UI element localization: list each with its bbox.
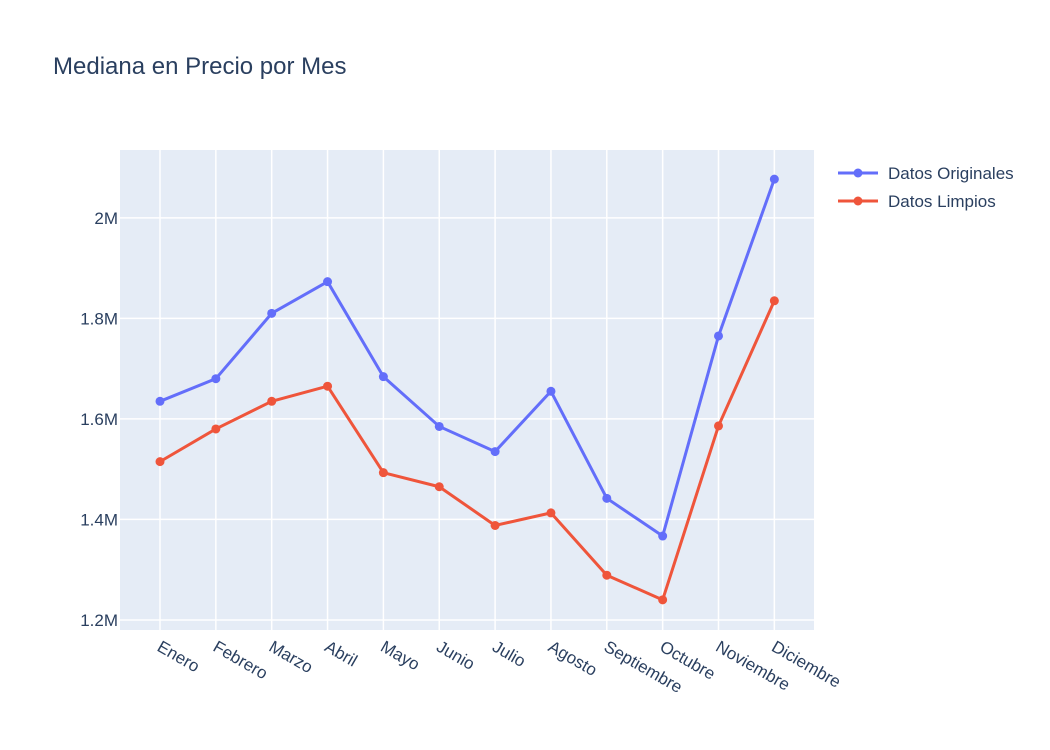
series-line — [159, 300, 776, 602]
data-point[interactable] — [323, 381, 333, 391]
series-line — [159, 178, 776, 538]
data-point[interactable] — [658, 531, 668, 541]
x-tick-label: Febrero — [210, 637, 271, 683]
x-tick-label: Julio — [489, 637, 529, 671]
x-tick-label: Junio — [433, 637, 478, 674]
data-point[interactable] — [490, 447, 500, 457]
series-datos-limpios — [155, 296, 779, 605]
data-point[interactable] — [434, 482, 444, 492]
y-tick-label: 1.6M — [80, 410, 118, 429]
data-point[interactable] — [769, 296, 779, 306]
data-point[interactable] — [602, 493, 612, 503]
x-tick-label: Marzo — [266, 637, 316, 677]
legend-item[interactable]: Datos Limpios — [838, 192, 996, 211]
data-point[interactable] — [658, 595, 668, 605]
data-point[interactable] — [546, 508, 556, 518]
legend-swatch-marker — [853, 168, 863, 178]
data-point[interactable] — [378, 372, 388, 382]
data-point[interactable] — [323, 277, 333, 287]
data-point[interactable] — [267, 308, 277, 318]
data-point[interactable] — [714, 331, 723, 341]
legend[interactable]: Datos Originales Datos Limpios — [838, 164, 1014, 211]
data-point[interactable] — [546, 386, 556, 396]
x-tick-label: Agosto — [545, 637, 600, 680]
data-point[interactable] — [378, 468, 388, 478]
y-axis-tick-labels: 1.2M 1.4M 1.6M 1.8M 2M — [80, 209, 118, 630]
y-tick-label: 1.4M — [80, 510, 118, 529]
data-point[interactable] — [211, 374, 221, 384]
y-tick-label: 2M — [94, 209, 118, 228]
data-point[interactable] — [434, 421, 444, 431]
series-layer — [155, 174, 779, 605]
legend-label: Datos Originales — [888, 164, 1014, 183]
data-point[interactable] — [714, 421, 723, 431]
x-tick-label: Abril — [322, 637, 361, 670]
data-point[interactable] — [769, 174, 779, 184]
x-gridlines — [159, 150, 776, 630]
plot-area — [120, 150, 814, 630]
x-tick-label: Mayo — [377, 637, 423, 674]
legend-label: Datos Limpios — [888, 192, 996, 211]
data-point[interactable] — [490, 520, 500, 530]
data-point[interactable] — [155, 396, 165, 406]
series-datos-originales — [155, 174, 779, 541]
y-gridlines — [120, 217, 814, 621]
chart-title: Mediana en Precio por Mes — [53, 53, 346, 80]
y-tick-label: 1.2M — [80, 611, 118, 630]
x-tick-label: Enero — [154, 637, 203, 676]
legend-swatch-marker — [853, 196, 863, 206]
data-point[interactable] — [267, 396, 277, 406]
y-tick-label: 1.8M — [80, 309, 118, 328]
legend-item[interactable]: Datos Originales — [838, 164, 1014, 183]
data-point[interactable] — [155, 457, 165, 467]
data-point[interactable] — [211, 424, 221, 434]
data-point[interactable] — [602, 570, 612, 580]
